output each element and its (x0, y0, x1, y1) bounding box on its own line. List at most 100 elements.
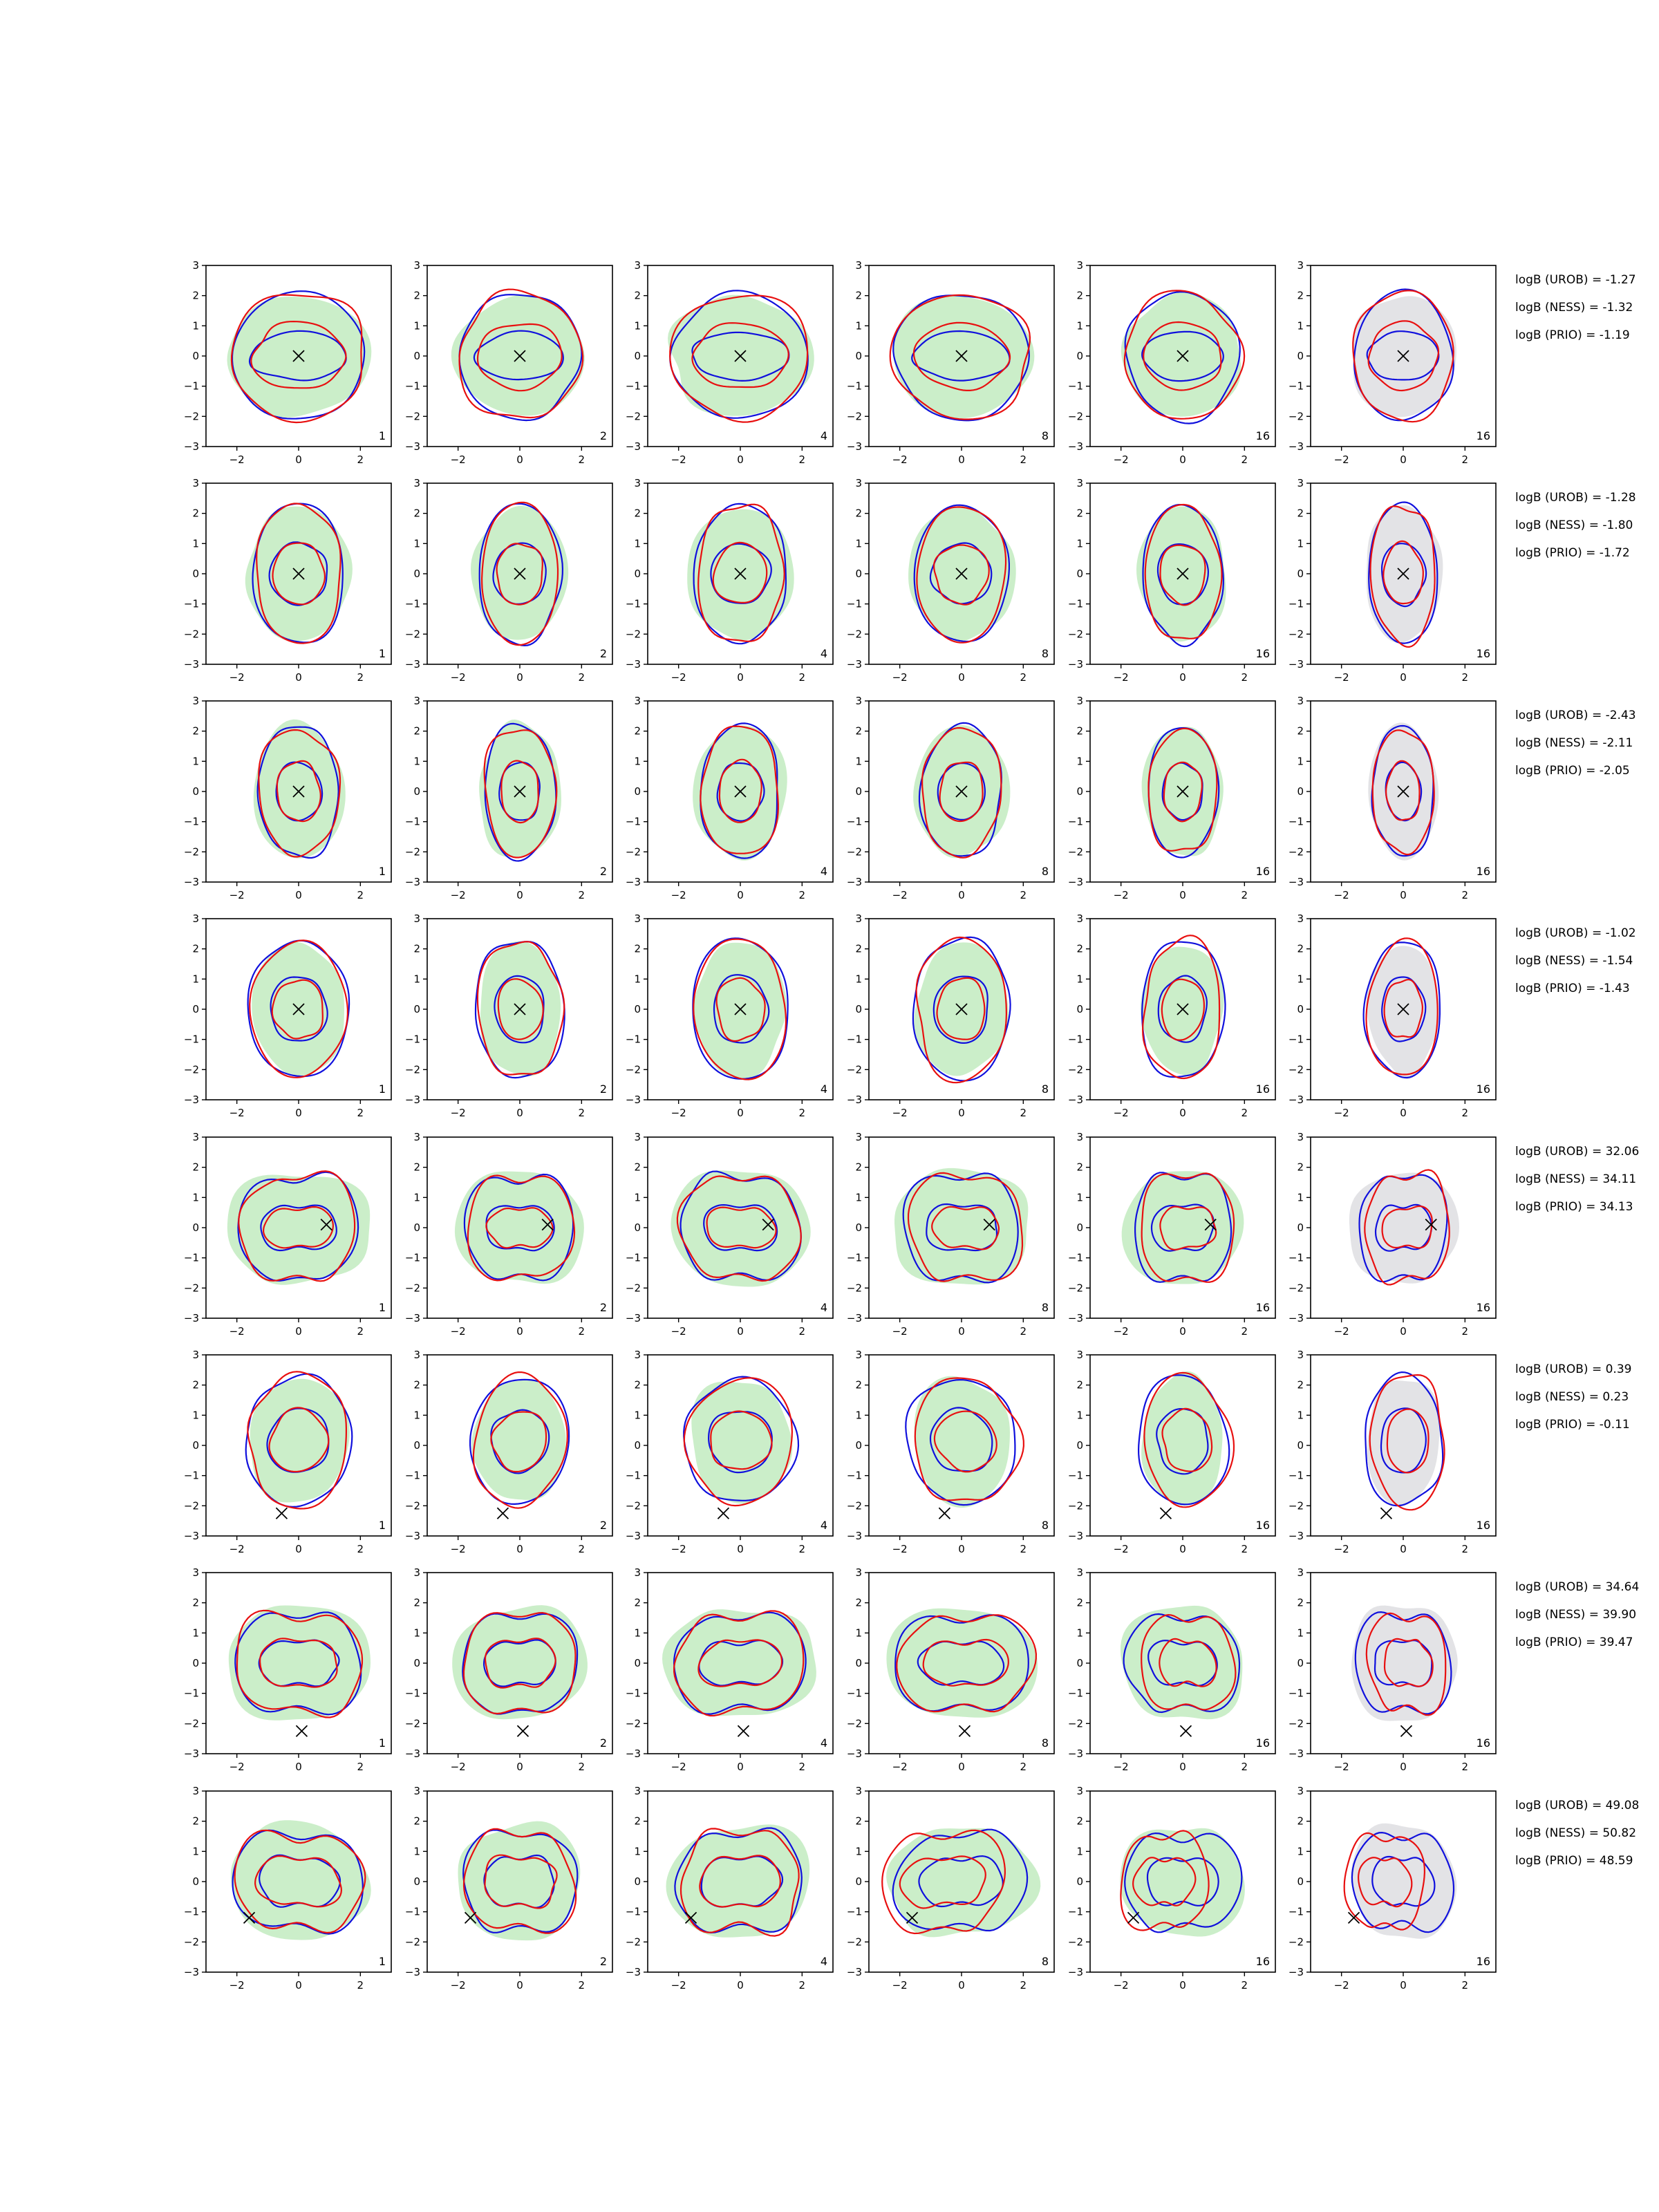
blue-contour (1354, 1611, 1452, 1715)
y-tick-label: 3 (855, 259, 862, 272)
y-tick-label: 3 (192, 912, 199, 925)
true-value-marker (292, 350, 305, 362)
y-tick-label: −2 (1068, 1936, 1083, 1948)
y-tick-label: 1 (1297, 1409, 1304, 1421)
y-tick-label: −2 (626, 1282, 641, 1294)
y-tick-label: −1 (1288, 1906, 1304, 1918)
y-tick-label: 3 (192, 1566, 199, 1579)
x-tick-label: 2 (1462, 453, 1469, 466)
x-tick-label: 2 (1241, 1107, 1248, 1119)
y-tick-label: 2 (1297, 725, 1304, 738)
y-tick-label: 1 (855, 1409, 862, 1421)
x-tick-label: −2 (451, 453, 466, 466)
x-tick-label: 2 (1020, 1979, 1027, 1991)
y-tick-label: 3 (1076, 1566, 1083, 1579)
x-tick-label: −2 (1334, 1761, 1349, 1773)
true-value-marker (955, 568, 968, 580)
red-contour (496, 543, 543, 606)
y-tick-label: −1 (405, 598, 420, 610)
y-tick-label: 0 (192, 1439, 199, 1452)
red-contour (715, 977, 766, 1042)
x-tick-label: 2 (1241, 453, 1248, 466)
y-tick-label: −1 (1288, 816, 1304, 828)
panel-sample-label: 4 (821, 1519, 827, 1532)
y-tick-label: −2 (847, 845, 862, 858)
y-tick-label: −2 (847, 1063, 862, 1076)
y-tick-label: 3 (192, 1131, 199, 1143)
y-tick-label: −1 (184, 1906, 199, 1918)
y-tick-label: −1 (405, 1687, 420, 1700)
y-tick-label: −3 (405, 1747, 420, 1760)
y-tick-label: −2 (1068, 410, 1083, 422)
x-tick-label: 2 (357, 889, 364, 901)
y-tick-label: 1 (1076, 755, 1083, 767)
y-tick-label: 1 (413, 319, 420, 332)
y-tick-label: 2 (1297, 1379, 1304, 1391)
density-fill (227, 1174, 371, 1285)
density-fill (451, 294, 585, 416)
x-tick-label: 2 (357, 671, 364, 684)
x-tick-label: 0 (516, 453, 523, 466)
panel-sample-label: 16 (1256, 1519, 1270, 1532)
panel-sample-label: 2 (600, 647, 607, 660)
red-contour (712, 541, 768, 604)
panel-r2-c1: −3 −2 −1 0 1 2 3 −2 0 2 1 (184, 477, 392, 684)
x-tick-label: −2 (892, 1979, 908, 1991)
y-tick-label: −3 (184, 440, 199, 453)
y-tick-label: −3 (626, 1094, 641, 1106)
red-contour (931, 1206, 1000, 1250)
density-fill (1353, 296, 1456, 418)
y-tick-label: −2 (1288, 1282, 1304, 1294)
panel-r3-c3: −3 −2 −1 0 1 2 3 −2 0 2 4 (626, 695, 834, 901)
x-tick-label: −2 (892, 453, 908, 466)
y-tick-label: −2 (847, 628, 862, 640)
y-tick-label: 3 (855, 695, 862, 707)
blue-contour (713, 974, 770, 1044)
y-tick-label: −3 (847, 1966, 862, 1978)
true-value-marker (292, 1003, 305, 1015)
panel-sample-label: 16 (1256, 647, 1270, 660)
y-tick-label: −1 (184, 1033, 199, 1046)
blue-contour (245, 1373, 353, 1508)
x-tick-label: 0 (295, 889, 302, 901)
panel-sample-label: 16 (1256, 865, 1270, 878)
y-tick-label: 1 (855, 1627, 862, 1639)
y-tick-label: 1 (1297, 537, 1304, 550)
y-tick-label: 3 (413, 912, 420, 925)
y-tick-label: −2 (405, 1063, 420, 1076)
panel-r6-c1: −3 −2 −1 0 1 2 3 −2 0 2 1 (184, 1349, 392, 1555)
y-tick-label: 3 (192, 477, 199, 489)
red-contour (899, 1855, 986, 1909)
x-tick-label: 2 (1241, 671, 1248, 684)
density-fill (479, 720, 561, 857)
red-contour (691, 322, 789, 388)
y-tick-label: −2 (184, 1936, 199, 1948)
red-contour (1381, 1205, 1433, 1249)
panel-sample-label: 16 (1256, 1301, 1270, 1314)
x-tick-label: 0 (516, 1761, 523, 1773)
x-tick-label: 0 (295, 453, 302, 466)
x-tick-label: 2 (799, 671, 806, 684)
x-tick-label: −2 (229, 889, 245, 901)
x-tick-label: −2 (229, 1325, 245, 1338)
bayes-factor-label: logB (NESS) = 34.11 (1515, 1172, 1636, 1186)
x-tick-label: 0 (1400, 889, 1407, 901)
x-tick-label: −2 (1114, 671, 1129, 684)
red-contour (480, 501, 559, 646)
y-tick-label: −2 (405, 410, 420, 422)
y-tick-label: 2 (192, 943, 199, 955)
blue-contour (1380, 1407, 1427, 1474)
y-tick-label: −2 (1288, 1499, 1304, 1512)
density-fill (894, 1168, 1029, 1285)
red-contour (706, 1206, 777, 1249)
panel-r6-c2: −3 −2 −1 0 1 2 3 −2 0 2 2 (405, 1349, 613, 1555)
y-tick-label: −1 (626, 1252, 641, 1264)
x-tick-label: −2 (671, 671, 686, 684)
density-fill (691, 1381, 793, 1504)
y-tick-label: 0 (1297, 568, 1304, 580)
y-tick-label: 1 (1297, 1845, 1304, 1857)
y-tick-label: 1 (192, 1191, 199, 1203)
true-value-marker (1400, 1725, 1413, 1737)
red-contour (462, 1611, 577, 1715)
blue-contour (473, 330, 564, 381)
